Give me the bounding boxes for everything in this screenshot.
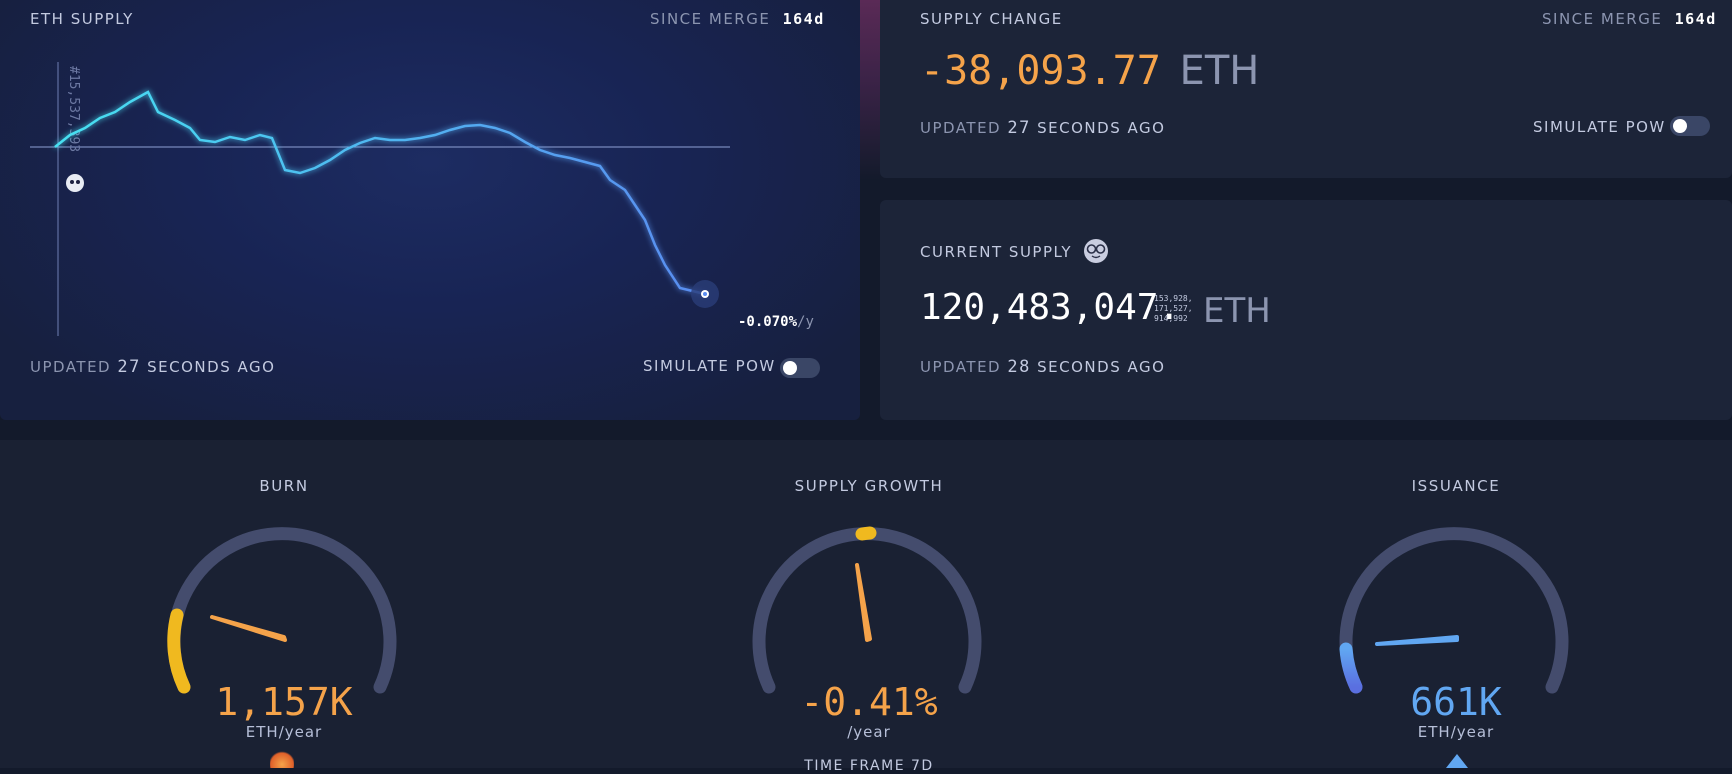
accent-strip: [860, 0, 880, 180]
burn-value: 1,157K: [215, 680, 353, 724]
gauge-track: [1339, 527, 1569, 694]
gauge-needle: [1375, 635, 1459, 646]
supply-change-updated: UPDATED 27 SECONDS AGO: [920, 118, 1165, 138]
triangle-up-icon: [1446, 754, 1468, 768]
current-supply-unit: ETH: [1203, 291, 1271, 331]
decimals-line-1: 153,928,: [1154, 294, 1193, 303]
updated-prefix: UPDATED: [920, 358, 1002, 376]
supply-chart: #15,537,393: [30, 62, 730, 336]
issuance-unit: ETH/year: [1417, 723, 1495, 741]
issuance-title: ISSUANCE: [1411, 477, 1501, 495]
updated-value: 28: [1007, 357, 1031, 377]
burn-title: BURN: [259, 477, 309, 495]
simulate-pow-label: SIMULATE PoW: [1533, 118, 1666, 136]
updated-prefix: UPDATED: [920, 119, 1002, 137]
toggle-knob: [1673, 119, 1687, 133]
issuance-value: 661K: [1410, 680, 1502, 724]
supply-change-title: SUPPLY CHANGE: [920, 10, 1063, 28]
since-merge-label: SINCE MERGE: [1542, 10, 1663, 28]
supply-change-since: SINCE MERGE 164d: [1542, 10, 1717, 28]
simulate-pow-toggle[interactable]: [1670, 116, 1710, 136]
end-rate-unit: /y: [797, 314, 814, 330]
nerd-emoji-icon: [1084, 239, 1108, 263]
issuance-gauge: [1339, 527, 1569, 694]
gauge-fill: [855, 526, 877, 541]
updated-value: 27: [117, 357, 141, 377]
supply-growth-value: -0.41%: [800, 680, 938, 724]
updated-suffix: SECONDS AGO: [147, 358, 276, 376]
supply-growth-title: SUPPLY GROWTH: [794, 477, 944, 495]
current-supply-value: 120,483,047.: [920, 287, 1181, 328]
since-merge-days: 164d: [1674, 10, 1717, 28]
end-rate: -0.070%/y: [738, 314, 814, 330]
updated-value: 27: [1007, 118, 1031, 138]
gauge-needle: [210, 615, 287, 642]
gauge-needle: [855, 563, 872, 642]
burn-unit: ETH/year: [245, 723, 323, 741]
simulate-pow-label: SIMULATE PoW: [643, 357, 776, 375]
current-supply-decimals: 153,928, 171,527, 914,992: [1154, 294, 1193, 324]
burn-gauge: [167, 527, 397, 694]
fire-icon: [270, 750, 294, 768]
current-supply-updated: UPDATED 28 SECONDS AGO: [920, 357, 1165, 377]
updated-suffix: SECONDS AGO: [1037, 358, 1166, 376]
updated-prefix: UPDATED: [30, 358, 112, 376]
updated-suffix: SECONDS AGO: [1037, 119, 1166, 137]
end-rate-value: -0.070%: [738, 314, 798, 330]
gauge-track: [752, 527, 982, 694]
since-merge-days: 164d: [782, 10, 825, 28]
eth-supply-since: SINCE MERGE 164d: [650, 10, 825, 28]
eth-supply-card: [0, 0, 860, 420]
supply-change-value: -38,093.77 ETH: [920, 48, 1259, 94]
toggle-knob: [783, 361, 797, 375]
ultrasound-icon: [66, 174, 84, 192]
merge-block-label: #15,537,393: [66, 66, 81, 152]
decimals-line-3: 914,992: [1154, 314, 1188, 323]
supply-growth-unit: /year: [847, 723, 891, 741]
supply-line: [54, 90, 706, 296]
supply-growth-gauge: [752, 526, 982, 694]
decimals-line-2: 171,527,: [1154, 304, 1193, 313]
gauges-panel: [0, 440, 1732, 768]
gauge-track: [167, 527, 397, 694]
gauge-fill: [1339, 642, 1363, 694]
simulate-pow-toggle[interactable]: [780, 358, 820, 378]
gauge-fill: [167, 608, 191, 694]
time-frame-selector[interactable]: TIME FRAME 7d: [804, 758, 934, 774]
eth-supply-updated: UPDATED 27 SECONDS AGO: [30, 357, 275, 377]
current-supply-card: [880, 200, 1732, 420]
supply-change-unit: ETH: [1179, 48, 1260, 94]
supply-change-amount: -38,093.77: [920, 48, 1161, 94]
supply-change-card: [880, 0, 1732, 178]
since-merge-label: SINCE MERGE: [650, 10, 771, 28]
eth-supply-title: ETH SUPPLY: [30, 10, 134, 28]
current-supply-title: CURRENT SUPPLY: [920, 243, 1073, 261]
